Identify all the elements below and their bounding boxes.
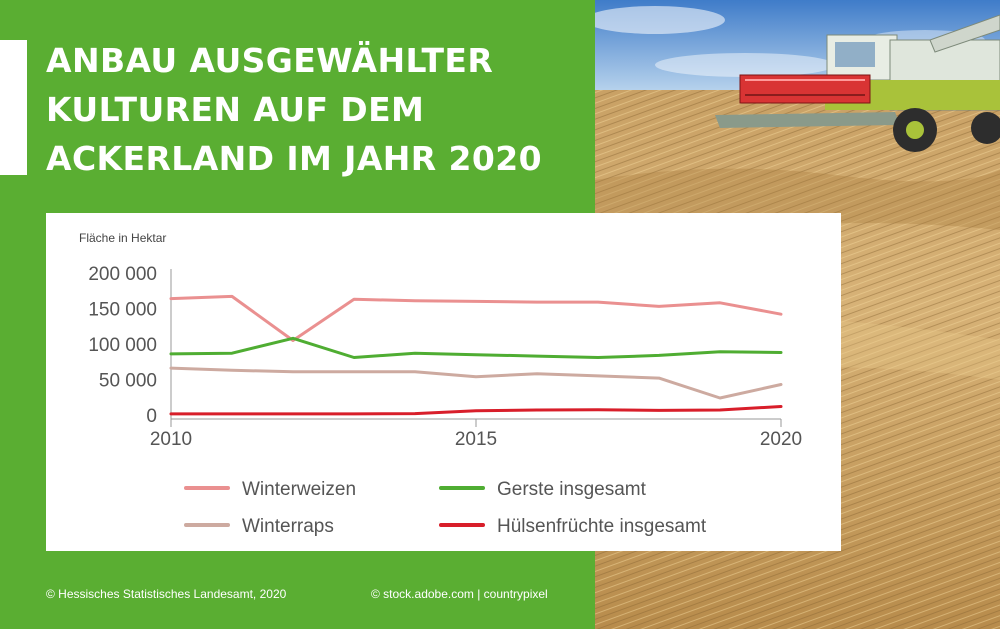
y-tick-label: 150 000	[88, 300, 157, 321]
series-line	[169, 294, 783, 342]
x-tick-label: 2010	[150, 429, 192, 450]
chart-card: Fläche in Hektar 0 50 000 100 000 150 000 20…	[46, 213, 841, 551]
legend-label: Winterweizen	[242, 479, 356, 500]
title-line: ACKERLAND IM JAHR 2020	[46, 139, 542, 178]
series-line	[169, 336, 783, 359]
combine-harvester	[715, 14, 1000, 152]
y-tick-label: 200 000	[88, 264, 157, 285]
title-accent-bar	[0, 40, 27, 175]
page-title: ANBAU AUSGEWÄHLTER KULTUREN AUF DEM ACKE…	[46, 36, 586, 183]
legend-label: Hülsenfrüchte insgesamt	[497, 516, 707, 537]
title-line: ANBAU AUSGEWÄHLTER	[46, 41, 494, 80]
y-tick-label: 50 000	[99, 371, 157, 392]
series-line	[169, 366, 783, 400]
photo-credit: © stock.adobe.com | countrypixel	[371, 587, 548, 601]
source-credit: © Hessisches Statistisches Landesamt, 20…	[46, 587, 287, 601]
title-line: KULTUREN AUF DEM	[46, 90, 425, 129]
y-tick-label: 0	[146, 406, 157, 427]
y-axis-label: Fläche in Hektar	[79, 231, 166, 245]
legend-label: Winterraps	[242, 516, 334, 537]
series-line	[169, 405, 783, 416]
y-tick-label: 100 000	[88, 335, 157, 356]
line-chart: Fläche in Hektar 0 50 000 100 000 150 000 20…	[79, 231, 802, 537]
x-tick-label: 2020	[760, 429, 802, 450]
x-tick-label: 2015	[455, 429, 497, 450]
legend-label: Gerste insgesamt	[497, 479, 647, 500]
